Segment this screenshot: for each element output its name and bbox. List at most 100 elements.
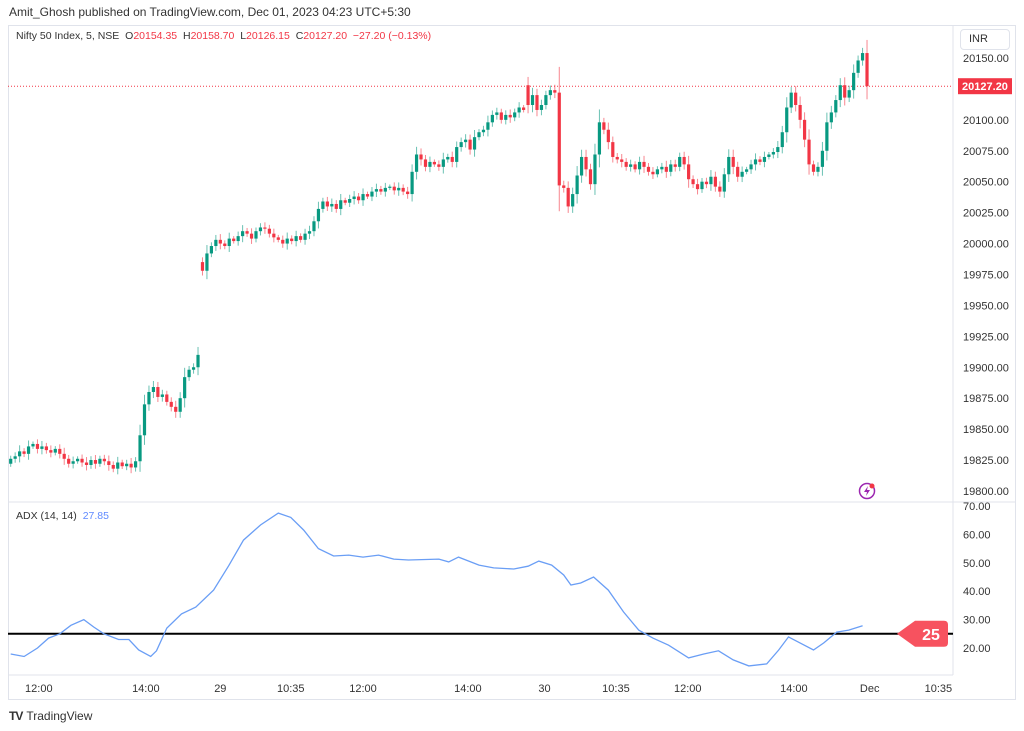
price-tick-label: 19900.00 — [963, 362, 1009, 374]
candle-body — [620, 159, 624, 162]
time-tick-label: 29 — [214, 683, 226, 695]
candle-body — [865, 53, 869, 87]
adx-tick-label: 60.00 — [963, 529, 991, 541]
tradingview-logo[interactable]: TV TradingView — [9, 709, 93, 723]
candle-body — [299, 236, 303, 240]
candle-body — [624, 161, 628, 167]
candle-body — [593, 154, 597, 185]
candle-body — [789, 92, 793, 108]
candle-body — [432, 161, 436, 165]
candle-body — [388, 186, 392, 188]
candle-body — [209, 246, 213, 254]
candle-body — [807, 139, 811, 165]
candle-body — [98, 458, 102, 464]
candle-body — [736, 166, 740, 177]
candle-body — [290, 238, 294, 242]
candle-body — [557, 92, 561, 186]
candle-body — [133, 461, 138, 468]
price-tick-label: 20075.00 — [963, 146, 1009, 158]
candle-body — [794, 92, 798, 106]
price-tick-label: 19950.00 — [963, 300, 1009, 312]
candle-body — [227, 238, 231, 247]
candle-body — [562, 185, 566, 188]
price-tick-label: 20050.00 — [963, 177, 1009, 189]
adx-name[interactable]: ADX (14, 14) — [16, 510, 77, 522]
candle-body — [107, 461, 111, 465]
candle-body — [691, 179, 695, 185]
candle-body — [468, 139, 472, 150]
candle-body — [530, 95, 535, 106]
candle-body — [245, 231, 249, 234]
currency-button[interactable]: INR — [960, 29, 1010, 50]
candle-body — [655, 169, 659, 175]
candle-body — [535, 95, 539, 110]
candle-body — [343, 200, 347, 203]
candle-body — [838, 85, 842, 101]
candle-body — [348, 199, 352, 203]
candle-body — [673, 164, 677, 167]
candle-body — [687, 164, 691, 180]
candle-body — [820, 150, 825, 167]
candle-body — [294, 236, 298, 242]
price-tick-label: 20100.00 — [963, 115, 1009, 127]
time-tick-label: 10:35 — [277, 683, 305, 695]
lightning-alert-icon[interactable] — [858, 482, 876, 500]
candle-body — [459, 142, 463, 148]
candle-body — [718, 186, 722, 192]
candle-body — [740, 171, 744, 177]
candle-body — [508, 114, 512, 118]
price-tick-label: 19825.00 — [963, 455, 1009, 467]
candle-body — [401, 187, 405, 192]
candle-body — [174, 406, 178, 412]
candle-body — [383, 187, 387, 192]
candle-body — [223, 243, 227, 247]
low-value: 20126.15 — [246, 30, 290, 42]
candle-body — [745, 169, 749, 172]
candle-body — [321, 201, 325, 209]
candle-body — [53, 448, 57, 453]
candle-body — [71, 461, 75, 464]
candle-body — [62, 453, 66, 459]
close-value: 20127.20 — [303, 30, 348, 42]
candle-body — [753, 159, 758, 165]
symbol-name[interactable]: Nifty 50 Index, 5, NSE — [16, 30, 120, 42]
candle-body — [539, 105, 544, 110]
candle-body — [129, 463, 133, 468]
candle-body — [138, 435, 142, 462]
candle-body — [18, 451, 22, 457]
candle-body — [767, 154, 771, 157]
candle-body — [142, 404, 147, 436]
candle-body — [147, 391, 151, 405]
candle-body — [49, 450, 53, 453]
adx-line — [10, 512, 863, 667]
candle-body — [571, 194, 575, 207]
candle-body — [330, 203, 334, 207]
last-price-label: 20127.20 — [962, 81, 1008, 93]
candle-body — [651, 171, 655, 175]
candle-body — [58, 448, 62, 454]
candle-body — [410, 171, 414, 195]
price-tick-label: 19925.00 — [963, 331, 1009, 343]
alert-dot-icon — [869, 483, 875, 489]
candle-body — [365, 194, 370, 197]
candle-body — [169, 401, 173, 407]
candle-body — [26, 446, 31, 454]
candle-body — [722, 174, 726, 192]
candle-body — [414, 154, 419, 172]
candle-body — [325, 201, 329, 207]
candle-body — [771, 152, 775, 155]
candle-body — [67, 458, 71, 464]
candle-body — [285, 238, 289, 244]
candle-body — [798, 105, 802, 120]
candle-body — [477, 132, 481, 138]
candle-body — [316, 208, 321, 222]
lightning-bolt-icon — [864, 486, 870, 496]
candle-body — [334, 203, 338, 209]
symbol-legend: Nifty 50 Index, 5, NSE O20154.35 H20158.… — [16, 30, 432, 42]
candle-body — [437, 164, 441, 167]
candle-body — [254, 231, 258, 239]
price-tick-label: 19875.00 — [963, 393, 1009, 405]
candle-body — [727, 156, 731, 175]
level-badge-label: 25 — [922, 627, 940, 644]
